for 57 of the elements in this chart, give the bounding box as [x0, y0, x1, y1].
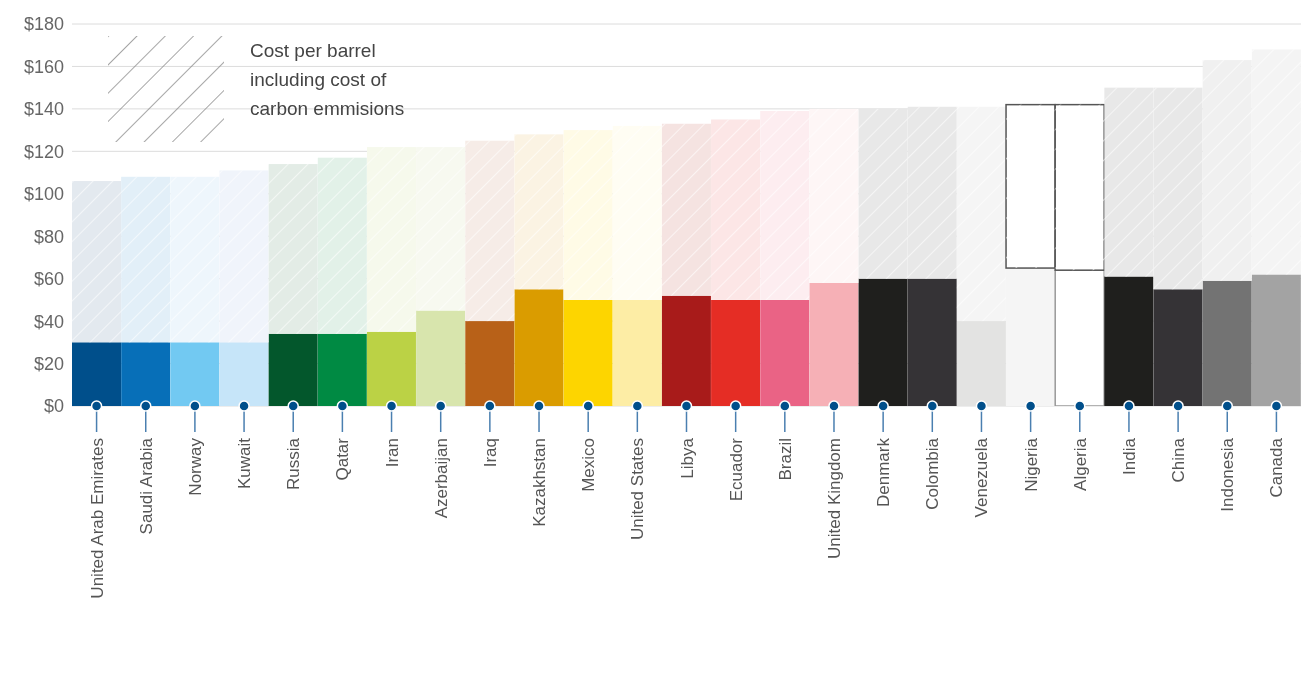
- x-tick-label: United Kingdom: [824, 438, 844, 559]
- x-tick-label: India: [1119, 437, 1139, 475]
- y-tick-label: $60: [33, 269, 64, 290]
- y-tick-label: $100: [23, 184, 64, 205]
- y-tick-label: $140: [23, 99, 64, 120]
- y-tick-label: $0: [43, 396, 64, 417]
- x-tick-label: United Arab Emirates: [87, 438, 107, 599]
- bar: [1104, 276, 1154, 406]
- bar: [711, 299, 761, 406]
- y-tick-label: $160: [23, 56, 64, 77]
- bar: [317, 333, 367, 406]
- bar: [858, 278, 908, 406]
- x-tick-label: Qatar: [333, 437, 353, 481]
- x-tick-label: Venezuela: [972, 437, 992, 518]
- y-tick-label: $20: [33, 353, 64, 374]
- x-tick-label: Kazakhstan: [530, 438, 550, 527]
- x-tick-label: Nigeria: [1021, 437, 1041, 492]
- x-tick-label: Canada: [1267, 437, 1287, 498]
- x-tick-label: Colombia: [923, 437, 943, 510]
- x-tick-label: United States: [628, 438, 648, 541]
- y-tick-label: $80: [33, 226, 64, 247]
- x-tick-label: Azerbaijan: [431, 438, 451, 519]
- bar: [1153, 289, 1203, 406]
- bar: [612, 299, 662, 406]
- x-tick-label: Saudi Arabia: [136, 437, 156, 535]
- bar: [170, 342, 220, 406]
- x-tick-label: China: [1169, 437, 1189, 483]
- y-tick-label: $180: [23, 14, 64, 35]
- bar: [1202, 280, 1252, 406]
- series-label: Cost per barrel including cost of carbon emmisions: [250, 39, 406, 121]
- bar: [268, 333, 318, 406]
- x-tick-label: Russia: [284, 437, 304, 490]
- bar: [760, 299, 810, 406]
- bar: [907, 278, 957, 406]
- bar: [514, 289, 564, 406]
- bar: [661, 295, 711, 406]
- x-tick-label: Denmark: [874, 437, 894, 507]
- y-tick-label: $120: [23, 141, 64, 162]
- bar: [366, 331, 416, 406]
- x-tick-label: Indonesia: [1218, 437, 1238, 512]
- x-tick-label: Algeria: [1070, 437, 1090, 491]
- x-tick-label: Iran: [382, 438, 402, 468]
- x-tick-label: Kuwait: [235, 437, 255, 490]
- x-tick-label: Mexico: [579, 438, 599, 492]
- x-tick-label: Norway: [185, 437, 205, 496]
- bar: [121, 342, 171, 406]
- x-tick-label: Brazil: [775, 438, 795, 481]
- x-tick-label: Ecuador: [726, 437, 746, 502]
- x-tick-label: Iraq: [480, 438, 500, 468]
- bar: [219, 342, 269, 406]
- bar: [563, 299, 613, 406]
- bar: [465, 321, 515, 406]
- x-tick-label: Libya: [677, 437, 697, 479]
- bar: [809, 282, 859, 406]
- y-tick-label: $40: [33, 311, 64, 332]
- bar: [1251, 274, 1301, 406]
- bar: [416, 310, 466, 406]
